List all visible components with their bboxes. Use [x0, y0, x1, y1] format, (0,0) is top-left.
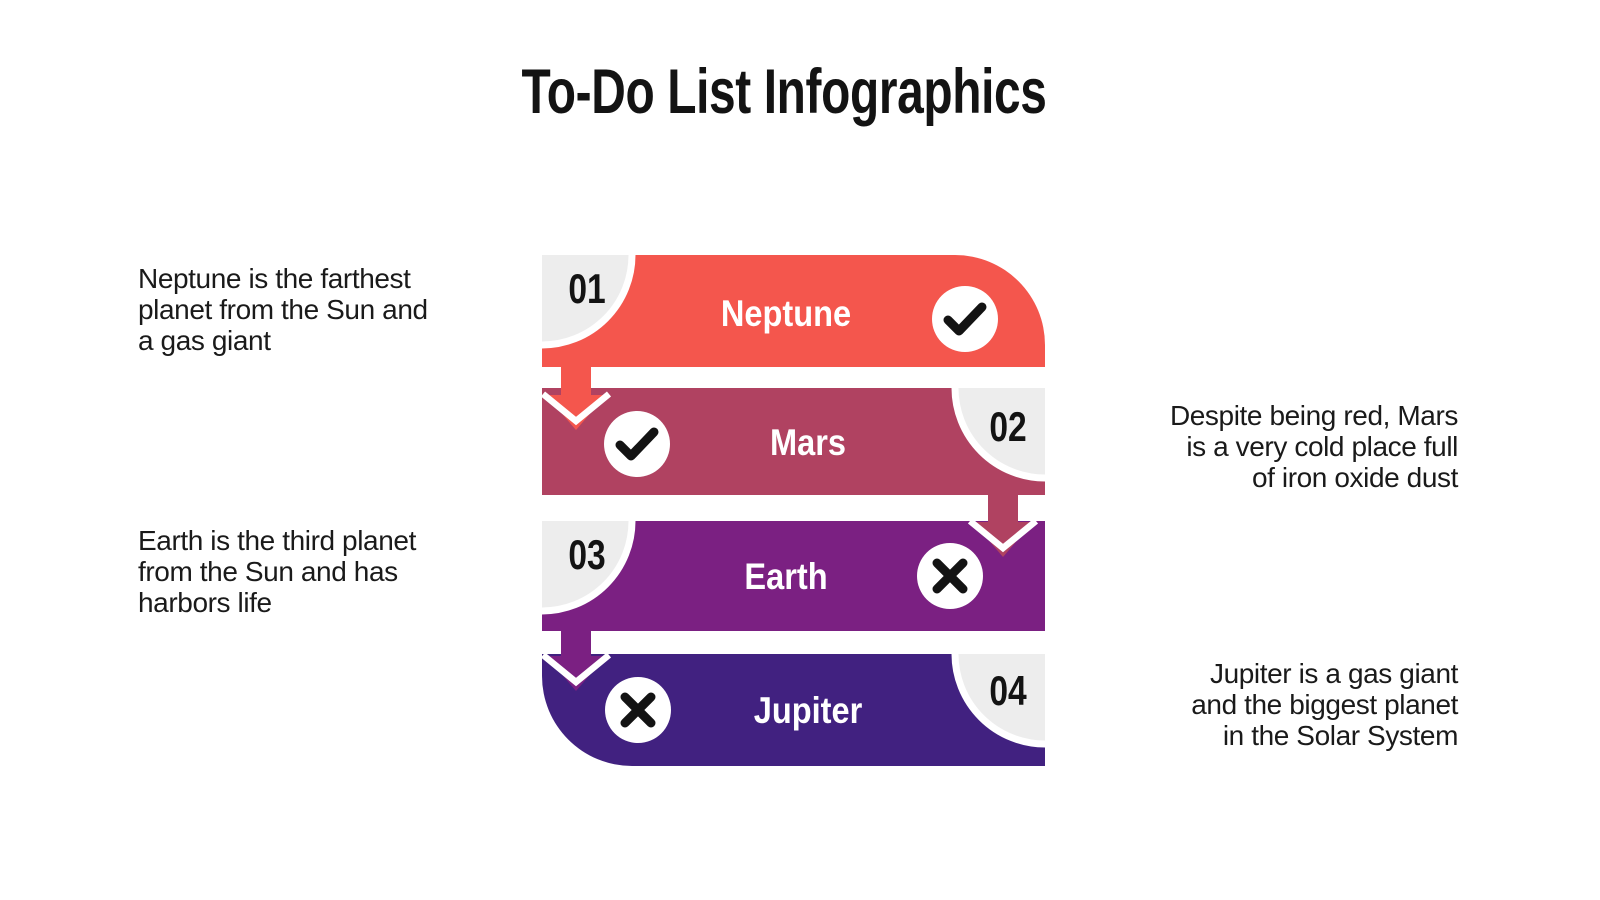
bar-label-neptune: Neptune — [721, 293, 851, 334]
status-toggle-neptune[interactable] — [932, 286, 998, 352]
check-icon — [615, 427, 659, 461]
bar-jupiter — [542, 654, 1045, 766]
badge-number: 03 — [568, 533, 605, 579]
check-icon — [943, 302, 987, 336]
flow-arrow-earth-to-jupiter — [540, 626, 612, 691]
badge-shape — [955, 654, 1045, 744]
status-toggle-earth[interactable] — [917, 543, 983, 609]
flow-arrow-neptune-to-mars — [540, 360, 612, 430]
arrow-stem — [561, 626, 591, 658]
arrow-stem — [561, 360, 591, 398]
badge-number: 02 — [989, 405, 1026, 451]
arrow-chevron — [540, 391, 612, 426]
badge-shape — [542, 255, 632, 345]
status-toggle-jupiter[interactable] — [605, 677, 671, 743]
arrow-head — [546, 395, 606, 430]
arrow-head — [546, 656, 606, 691]
badge-shape — [955, 388, 1045, 478]
description-earth: Earth is the third planet from the Sun a… — [138, 525, 416, 618]
arrow-stem — [988, 490, 1018, 524]
badge-arc — [541, 254, 636, 349]
page-title: To-Do List Infographics — [439, 56, 1130, 128]
cross-icon — [620, 692, 656, 728]
badge-arc — [951, 387, 1046, 482]
arrow-chevron — [540, 652, 612, 687]
badge-arc — [541, 520, 636, 615]
description-jupiter: Jupiter is a gas giant and the biggest p… — [1191, 658, 1458, 751]
bar-neptune — [542, 255, 1045, 367]
cross-icon — [932, 558, 968, 594]
step-badge-03: 03 — [541, 520, 636, 615]
arrow-chevron — [967, 518, 1039, 553]
badge-number: 01 — [568, 267, 605, 313]
step-badge-01: 01 — [541, 254, 636, 349]
bar-label-earth: Earth — [744, 556, 827, 597]
status-toggle-mars[interactable] — [604, 411, 670, 477]
badge-shape — [542, 521, 632, 611]
arrow-head — [973, 522, 1033, 557]
bar-label-jupiter: Jupiter — [754, 690, 863, 731]
step-badge-02: 02 — [951, 387, 1046, 482]
flow-arrow-mars-to-earth — [967, 490, 1039, 557]
badge-arc — [951, 653, 1046, 748]
badge-number: 04 — [989, 669, 1026, 715]
bar-label-mars: Mars — [770, 422, 846, 463]
step-badge-04: 04 — [951, 653, 1046, 748]
description-neptune: Neptune is the farthest planet from the … — [138, 263, 428, 356]
description-mars: Despite being red, Mars is a very cold p… — [1169, 400, 1458, 493]
page-title-text: To-Do List Infographics — [521, 57, 1047, 127]
